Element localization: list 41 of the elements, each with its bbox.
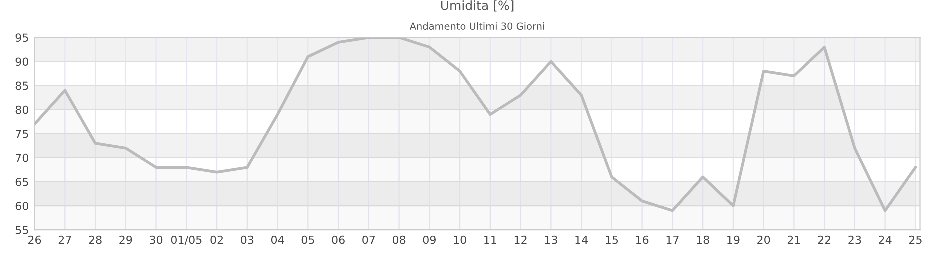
chart-title: Umidita [%] xyxy=(441,0,514,12)
x-tick-label: 15 xyxy=(606,236,618,244)
x-tick-label: 11 xyxy=(484,236,496,244)
x-tick-label: 09 xyxy=(423,236,436,244)
x-tick-label: 16 xyxy=(636,236,649,244)
x-tick-label: 04 xyxy=(271,236,284,244)
x-tick-label: 21 xyxy=(788,236,800,244)
y-tick-label: 55 xyxy=(16,226,28,234)
x-tick-label: 25 xyxy=(909,236,922,244)
x-tick-label: 29 xyxy=(120,236,132,244)
y-tick-label: 70 xyxy=(16,154,28,162)
x-tick-label: 18 xyxy=(697,236,710,244)
x-tick-label: 17 xyxy=(666,236,679,244)
x-tick-label: 23 xyxy=(848,236,862,244)
x-tick-label: 19 xyxy=(728,236,740,244)
x-tick-label: 06 xyxy=(332,236,345,244)
x-tick-label: 01/05 xyxy=(171,236,202,246)
x-tick-label: 03 xyxy=(241,236,254,244)
x-tick-label: 05 xyxy=(302,236,314,244)
x-tick-label: 22 xyxy=(818,236,831,244)
x-tick-label: 28 xyxy=(89,236,102,244)
x-tick-label: 02 xyxy=(210,236,223,244)
x-tick-label: 26 xyxy=(28,236,42,244)
x-tick-label: 27 xyxy=(58,236,72,244)
y-tick-label: 75 xyxy=(16,130,28,138)
y-tick-label: 90 xyxy=(16,58,28,66)
x-tick-label: 12 xyxy=(514,236,527,244)
x-tick-label: 30 xyxy=(150,236,163,244)
y-tick-label: 65 xyxy=(16,178,28,186)
y-tick-label: 80 xyxy=(16,106,28,114)
x-tick-label: 08 xyxy=(392,236,406,244)
x-tick-label: 10 xyxy=(454,236,466,244)
x-tick-label: 24 xyxy=(879,236,892,244)
x-tick-label: 20 xyxy=(758,236,770,244)
y-tick-label: 60 xyxy=(16,202,28,210)
chart-subtitle: Andamento Ultimi 30 Giorni xyxy=(410,22,544,30)
y-tick-label: 95 xyxy=(16,34,28,42)
x-tick-label: 14 xyxy=(576,236,588,244)
x-tick-label: 13 xyxy=(545,236,558,244)
x-tick-label: 07 xyxy=(362,236,376,244)
y-tick-label: 85 xyxy=(16,82,28,90)
